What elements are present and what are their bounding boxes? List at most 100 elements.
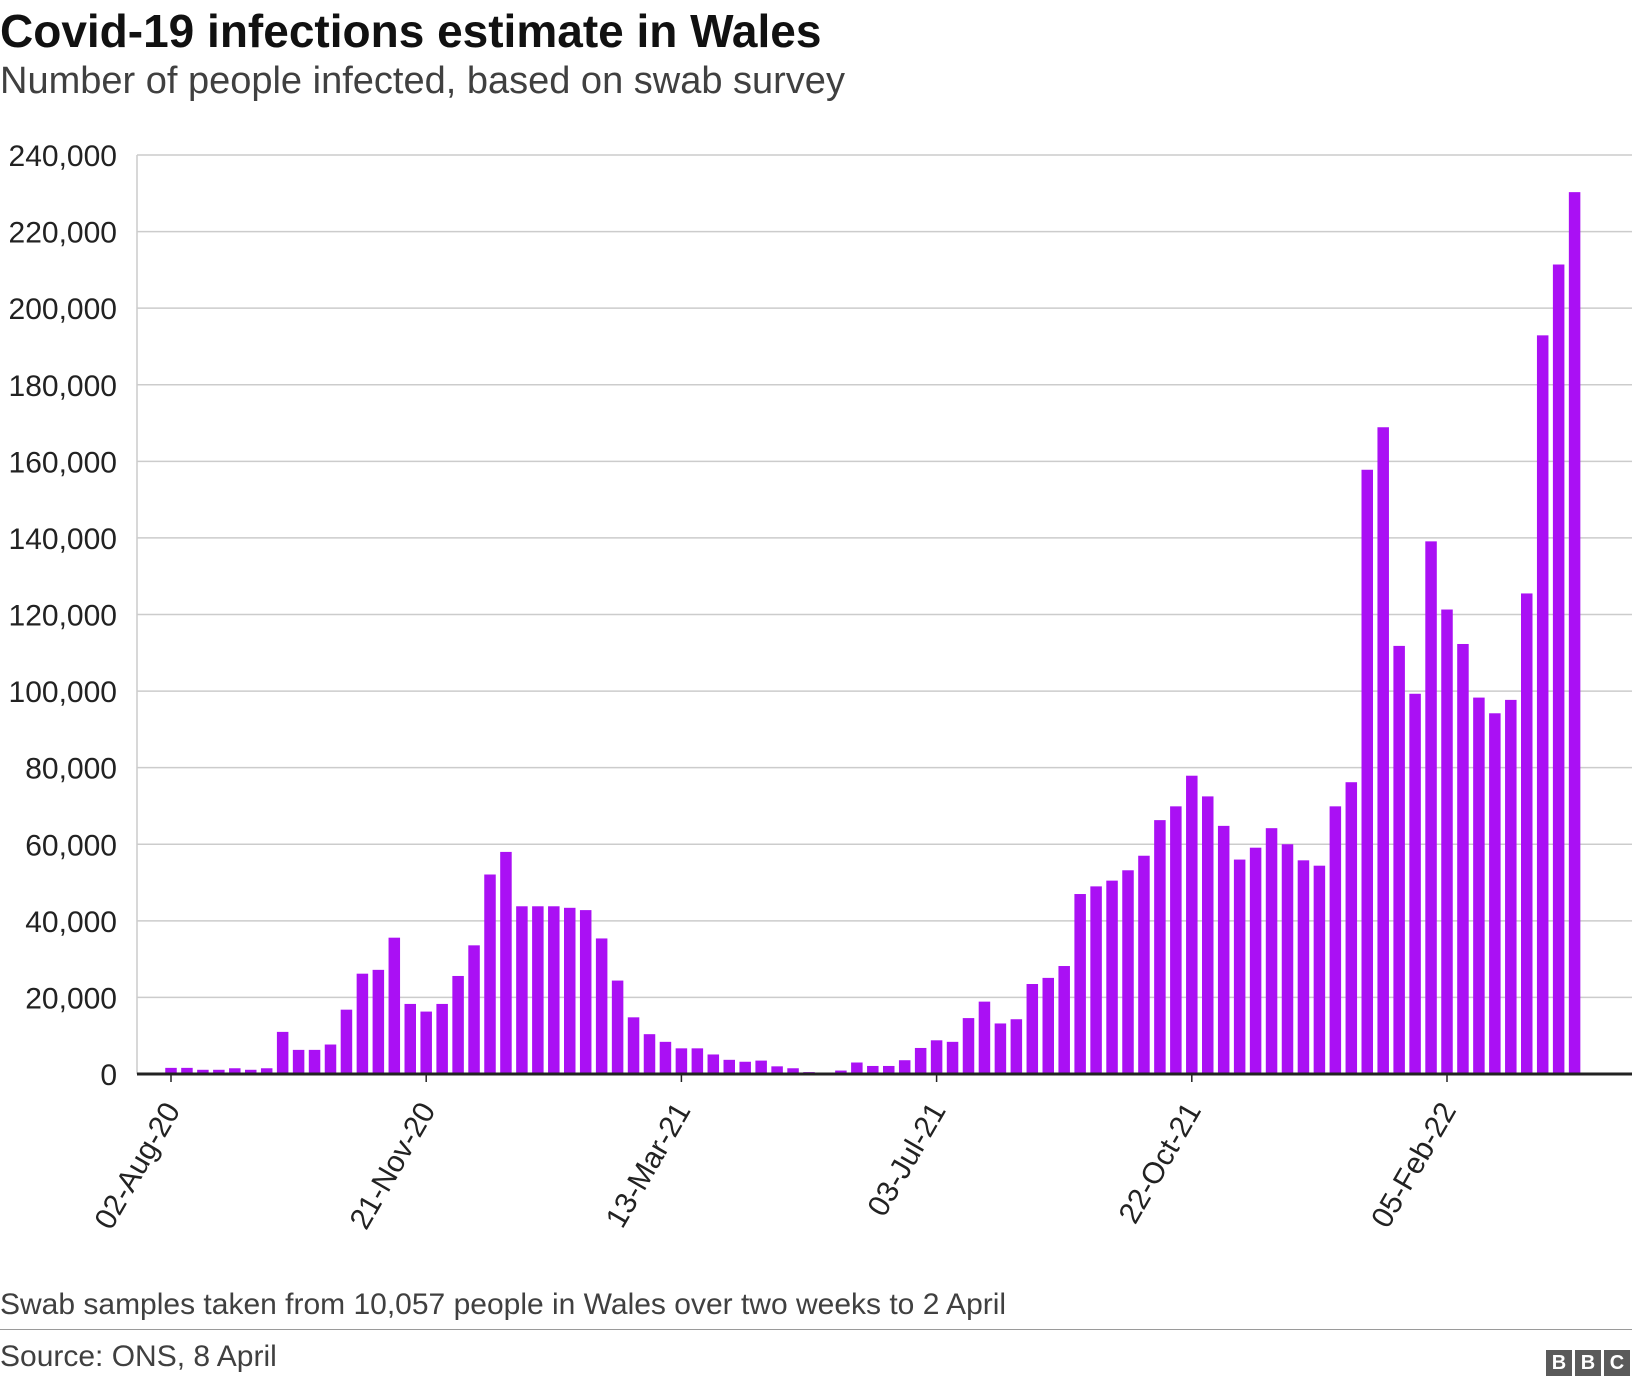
bar (1536, 335, 1549, 1075)
chart-subtitle: Number of people infected, based on swab… (0, 60, 845, 102)
bar (1505, 699, 1517, 1074)
bar (595, 938, 608, 1074)
bar (1170, 806, 1182, 1074)
bar (564, 907, 576, 1074)
x-tick-label: 02-Aug-20 (88, 1097, 187, 1235)
y-tick-label: 80,000 (25, 753, 117, 786)
bar (1186, 775, 1198, 1074)
y-tick-label: 160,000 (9, 446, 117, 479)
bar (611, 980, 624, 1074)
bar (1281, 844, 1294, 1074)
bar (484, 874, 496, 1074)
bar (181, 1067, 193, 1074)
x-axis: 02-Aug-20 21-Nov-20 13-Mar-21 03-Jul-21 22-O… (88, 1074, 1463, 1235)
bar (213, 1069, 225, 1074)
bars (165, 192, 1581, 1075)
bar (516, 906, 528, 1074)
footnote: Swab samples taken from 10,057 people in… (0, 1288, 1007, 1321)
y-tick-label: 240,000 (9, 140, 117, 173)
bar (1106, 880, 1118, 1074)
bar (1329, 806, 1342, 1074)
bar (229, 1068, 241, 1074)
bar (165, 1067, 177, 1074)
source-note: Source: ONS, 8 April (0, 1340, 277, 1373)
bar (898, 1060, 911, 1074)
bar (707, 1054, 720, 1074)
bar (723, 1059, 735, 1074)
y-tick-label: 140,000 (9, 523, 117, 556)
bar-chart: 0 20,000 40,000 60,000 80,000 100,000 120,000 1… (9, 140, 1632, 1235)
bar (1361, 469, 1373, 1074)
bar (1202, 796, 1214, 1074)
bar (1233, 859, 1246, 1074)
bar (245, 1069, 257, 1074)
bar (1568, 192, 1581, 1074)
bar (1409, 693, 1421, 1074)
bar (500, 851, 512, 1074)
footer-divider (0, 1329, 1632, 1330)
bar (1010, 1019, 1023, 1074)
bar (1297, 860, 1310, 1074)
bar (867, 1065, 879, 1074)
bar (324, 1044, 337, 1074)
y-tick-label: 60,000 (25, 829, 117, 862)
bar (994, 1023, 1007, 1074)
y-tick-label: 40,000 (25, 906, 117, 939)
bar (946, 1041, 959, 1074)
bar (1473, 697, 1485, 1074)
bar (1441, 609, 1453, 1074)
bar (1217, 825, 1230, 1074)
bar (851, 1062, 863, 1074)
bar (1026, 984, 1039, 1074)
bar (532, 906, 544, 1074)
bar (1138, 855, 1150, 1074)
bar (675, 1048, 688, 1074)
bar (197, 1069, 209, 1074)
bar (260, 1068, 273, 1074)
y-tick-label: 180,000 (9, 370, 117, 403)
bbc-logo-letter: C (1604, 1350, 1630, 1376)
bar (340, 1009, 353, 1074)
bar (356, 973, 369, 1074)
bar (468, 945, 480, 1074)
bar (930, 1040, 943, 1074)
bar (1521, 593, 1533, 1074)
bbc-logo-letter: B (1546, 1350, 1572, 1376)
bar (771, 1066, 783, 1074)
bar (1042, 977, 1054, 1074)
bar (548, 906, 560, 1074)
bar (1122, 870, 1134, 1074)
bar (643, 1034, 656, 1074)
bar (1489, 713, 1501, 1074)
bar (1265, 828, 1278, 1074)
x-tick-label: 21-Nov-20 (344, 1097, 443, 1235)
bar (962, 1018, 975, 1074)
bar (308, 1049, 321, 1074)
bar (739, 1061, 751, 1074)
bar (883, 1065, 895, 1074)
bar (787, 1068, 799, 1074)
bar (372, 969, 385, 1074)
bar (420, 1011, 432, 1074)
bar (1249, 847, 1262, 1074)
bar (436, 1003, 448, 1074)
x-tick-label: 03-Jul-21 (862, 1097, 953, 1222)
gridlines (136, 154, 1632, 1074)
bar (978, 1001, 991, 1074)
y-tick-label: 0 (100, 1059, 117, 1092)
bar (755, 1060, 767, 1074)
y-tick-label: 220,000 (9, 217, 117, 250)
y-tick-label: 120,000 (9, 600, 117, 633)
bar (292, 1049, 305, 1074)
bar (914, 1047, 927, 1074)
x-tick-label: 13-Mar-21 (600, 1097, 698, 1233)
bbc-logo-letter: B (1575, 1350, 1601, 1376)
bar (1552, 264, 1565, 1074)
bar (388, 937, 401, 1074)
bar (1425, 541, 1437, 1074)
bar (1154, 820, 1166, 1074)
bbc-logo: B B C (1546, 1350, 1630, 1376)
bar (579, 910, 592, 1074)
bar (1074, 894, 1086, 1074)
bar (452, 975, 464, 1074)
